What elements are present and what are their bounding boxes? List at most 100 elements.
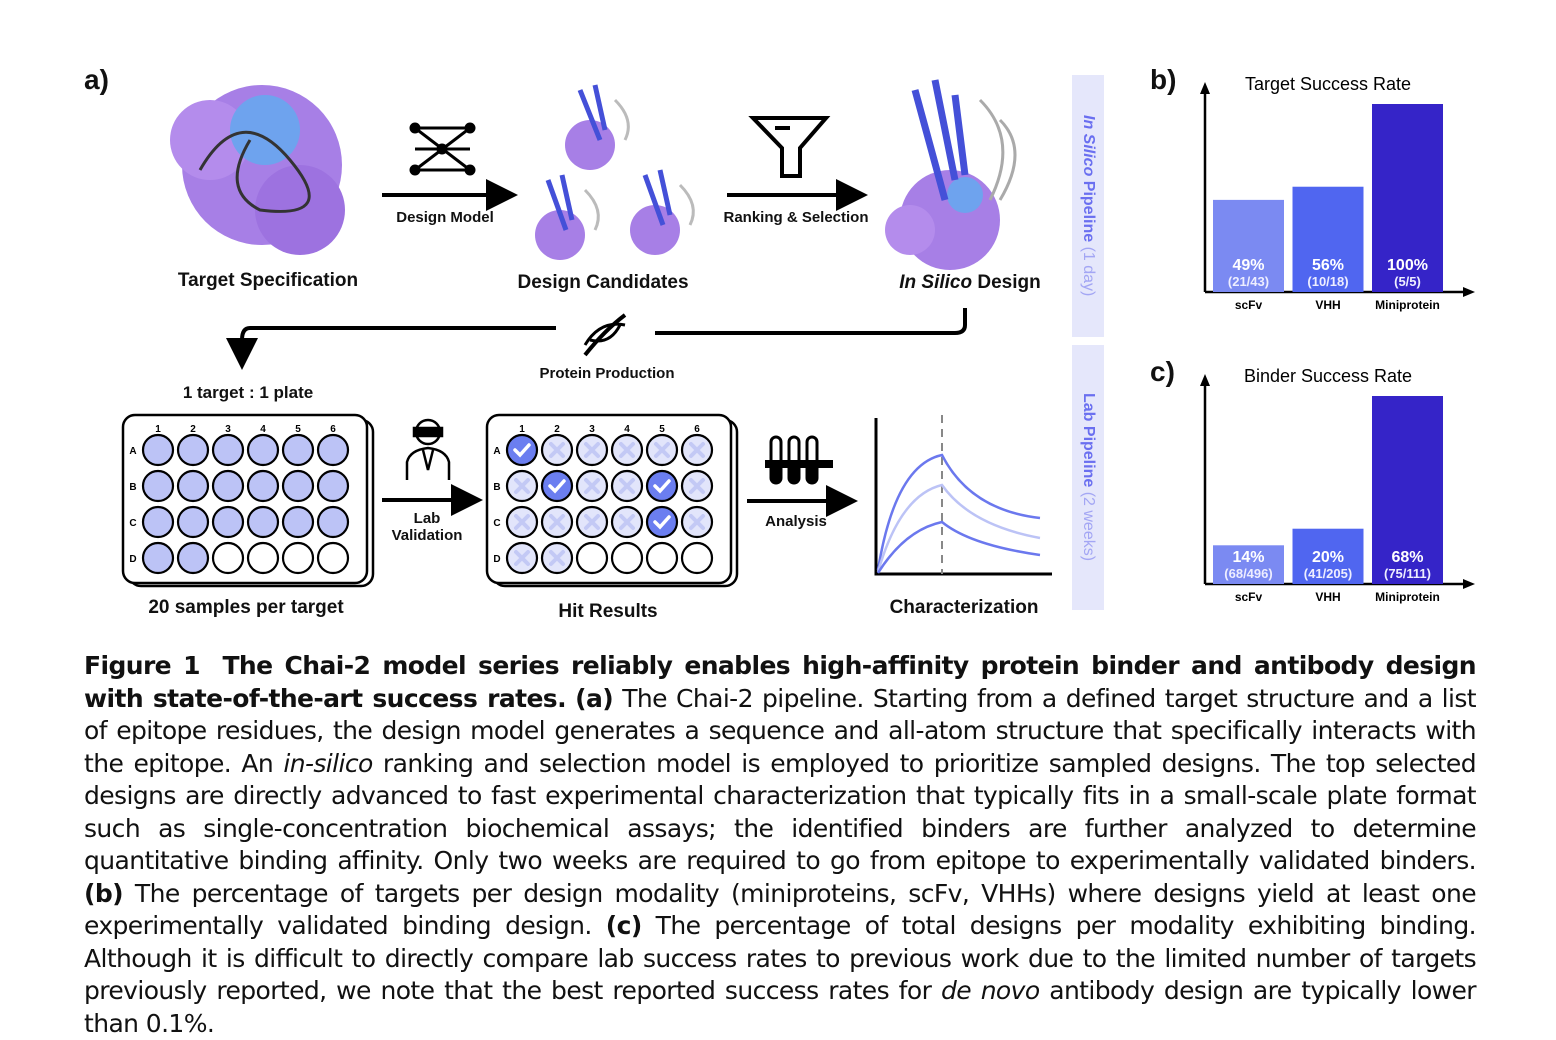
text: antibody design are typically lower than…	[84, 976, 1477, 1038]
text: The percentage of total designs per moda…	[84, 911, 1477, 1005]
panel-label-a: a)	[84, 64, 109, 95]
bar-count-label: (41/205)	[1304, 566, 1352, 581]
test-tubes-icon	[765, 435, 833, 485]
step-label: Protein Production	[539, 365, 675, 382]
row-label: D	[493, 554, 500, 565]
binding-curves-plot	[874, 415, 1052, 576]
step-label: Analysis	[765, 513, 827, 530]
well	[610, 541, 644, 575]
well	[141, 505, 175, 539]
well	[281, 433, 315, 467]
in-silico-design-image	[885, 79, 1017, 270]
bar	[1213, 199, 1284, 292]
text: Validation	[391, 527, 463, 544]
row-label: C	[493, 518, 500, 529]
row-label: C	[129, 518, 136, 529]
chart-title: Binder Success Rate	[1244, 366, 1412, 386]
row-label: B	[129, 482, 136, 493]
well	[505, 433, 539, 467]
tag: (c)	[605, 911, 642, 940]
well	[540, 469, 574, 503]
x-axis-arrow	[1463, 579, 1475, 589]
x-icon	[584, 442, 600, 458]
column-label: 2	[190, 424, 196, 435]
step-label: Characterization	[889, 597, 1039, 618]
bar-value-label: 56%	[1312, 257, 1344, 274]
x-tick-label: VHH	[1315, 298, 1340, 312]
text: In Silico	[1080, 115, 1097, 177]
row-label: A	[129, 446, 136, 457]
caption-title: The Chai-2 model series reliably enables…	[84, 651, 1477, 713]
bar	[1292, 528, 1364, 584]
x-icon	[584, 514, 600, 530]
well	[141, 469, 175, 503]
column-label: 1	[519, 424, 525, 435]
check-icon	[513, 443, 531, 458]
sample-plate: 1 2 3 4 5 6 A B C D	[121, 413, 375, 588]
panel-label-b: b)	[1150, 64, 1177, 95]
bar	[1372, 104, 1443, 292]
well	[645, 505, 679, 539]
y-axis-arrow	[1200, 374, 1210, 386]
well	[281, 541, 315, 575]
check-icon	[548, 479, 566, 494]
well	[141, 433, 175, 467]
well	[176, 433, 210, 467]
text: Lab Pipeline	[1080, 393, 1097, 488]
bar	[1372, 396, 1443, 584]
well	[645, 541, 679, 575]
well	[281, 505, 315, 539]
bar-count-label: (5/5)	[1394, 274, 1421, 289]
x-icon	[514, 550, 530, 566]
step-label: Lab Validation	[392, 510, 463, 544]
y-axis-arrow	[1200, 82, 1210, 94]
row-label: B	[493, 482, 500, 493]
target-protein-image	[170, 85, 345, 255]
text: Design	[972, 272, 1041, 293]
well	[246, 505, 280, 539]
bar-value-label: 100%	[1387, 257, 1428, 274]
x-tick-label: scFv	[1235, 298, 1263, 312]
column-label: 6	[694, 424, 700, 435]
neural-network-icon	[409, 122, 476, 176]
bar	[1213, 545, 1284, 584]
step-label: Design Candidates	[517, 272, 689, 293]
well	[246, 433, 280, 467]
check-icon	[653, 479, 671, 494]
x-icon	[689, 514, 705, 530]
tag: (b)	[84, 878, 124, 908]
well	[575, 541, 609, 575]
bar	[1292, 186, 1364, 292]
x-icon	[619, 442, 635, 458]
well	[211, 505, 245, 539]
x-tick-label: VHH	[1315, 590, 1340, 604]
bar-value-label: 14%	[1232, 549, 1264, 566]
check-icon	[653, 515, 671, 530]
step-label: Hit Results	[558, 601, 658, 622]
bar-count-label: (10/18)	[1307, 274, 1348, 289]
text: ranking and selection model is employed …	[84, 748, 1477, 876]
bar-count-label: (75/111)	[1384, 566, 1431, 581]
well	[645, 469, 679, 503]
text: (1 day)	[1080, 242, 1097, 297]
step-label: Design Model	[396, 209, 494, 226]
well	[211, 541, 245, 575]
x-icon	[549, 514, 565, 530]
well	[316, 433, 350, 467]
column-label: 3	[225, 424, 231, 435]
bar-value-label: 49%	[1232, 257, 1264, 274]
x-icon	[549, 550, 565, 566]
x-icon	[654, 442, 670, 458]
hit-results-plate: 1 2 3 4 5 6 A B C D	[485, 413, 739, 588]
well	[176, 469, 210, 503]
well	[281, 469, 315, 503]
column-label: 1	[155, 424, 161, 435]
x-axis-arrow	[1463, 287, 1475, 297]
bar-count-label: (68/496)	[1224, 566, 1272, 581]
well	[211, 433, 245, 467]
x-icon	[584, 478, 600, 494]
figure-number: Figure 1	[84, 651, 200, 680]
text: The percentage of targets per design mod…	[84, 878, 1477, 941]
column-label: 5	[659, 424, 665, 435]
step-label: 20 samples per target	[148, 597, 344, 618]
